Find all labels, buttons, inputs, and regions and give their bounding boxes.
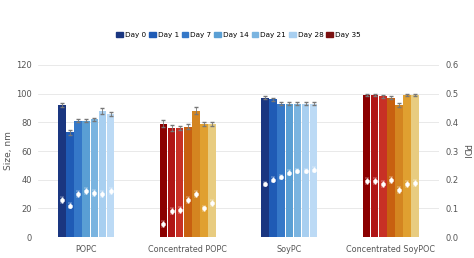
Bar [261,98,269,237]
Bar [160,124,167,237]
Bar [184,127,191,237]
Bar [371,95,379,237]
Y-axis label: PDI: PDI [461,144,470,158]
Bar [192,111,200,237]
Bar [176,128,183,237]
Legend: Day 0, Day 1, Day 7, Day 14, Day 21, Day 28, Day 35: Day 0, Day 1, Day 7, Day 14, Day 21, Day… [115,31,362,39]
Bar [395,105,403,237]
Bar [411,95,419,237]
Y-axis label: Size, nm: Size, nm [4,132,13,171]
Bar [269,99,277,237]
Bar [379,96,387,237]
Bar [294,104,301,237]
Bar [91,119,98,237]
Bar [387,98,395,237]
Bar [99,111,106,237]
Bar [107,114,114,237]
Bar [58,105,66,237]
Bar [82,121,90,237]
Bar [302,104,310,237]
Bar [66,132,74,237]
Bar [403,95,411,237]
Bar [200,124,208,237]
Bar [277,104,285,237]
Bar [209,124,216,237]
Bar [168,128,175,237]
Bar [286,104,293,237]
Bar [310,104,318,237]
Bar [363,95,370,237]
Bar [74,121,82,237]
